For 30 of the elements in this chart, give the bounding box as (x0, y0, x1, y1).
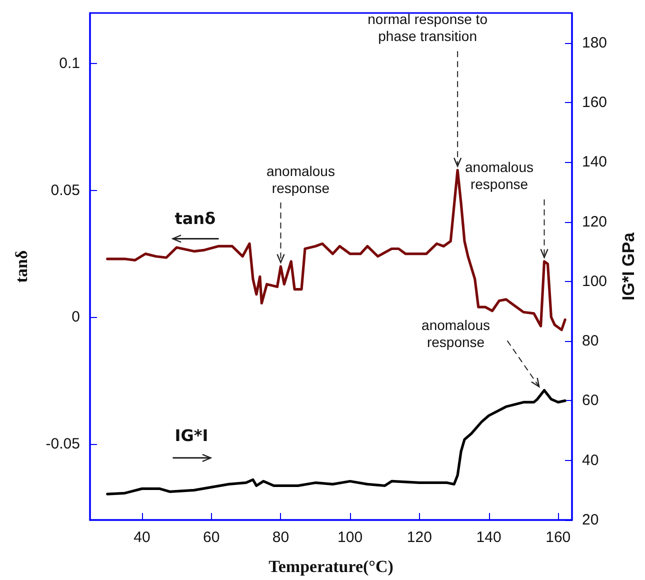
line-series (106, 388, 566, 496)
y-tick-label: 0.05 (50, 182, 80, 199)
y2-tick-label: 140 (582, 154, 608, 171)
y-axis-title: tanδ (12, 250, 31, 283)
annotation: anomalous response (420, 316, 492, 351)
y2-tick-label: 40 (582, 452, 599, 469)
y-tick-label: -0.05 (46, 435, 80, 452)
y-tick-label: 0.1 (59, 55, 80, 72)
y2-tick-label: 20 (582, 512, 599, 528)
x-tick-label: 100 (338, 529, 363, 546)
x-tick-label: 60 (203, 529, 220, 546)
y-tick-label: 0 (72, 308, 80, 326)
annotation: normal response to phase transition (366, 11, 488, 46)
series-label: tanδ (174, 208, 216, 228)
x-tick-label: 120 (406, 529, 432, 546)
annotation: anomalous response (265, 162, 336, 196)
annotation: anomalous response (464, 159, 534, 194)
x-tick-label: 140 (476, 529, 502, 546)
text: IG*I (174, 426, 208, 445)
y2-axis-title: IG*I GPa (619, 232, 638, 301)
y2-tick-label: 160 (582, 94, 608, 111)
x-axis-title: Temperature(°C) (268, 557, 394, 576)
y2-tick-label: 180 (582, 34, 608, 52)
y2-tick-label: 120 (582, 213, 608, 230)
x-tick-label: 40 (134, 529, 150, 546)
y2-tick-label: 80 (582, 332, 599, 350)
x-tick-label: 160 (546, 529, 571, 546)
y2-tick-label: 100 (582, 272, 608, 290)
x-tick-label: 80 (272, 529, 290, 546)
y2-tick-label: 60 (582, 392, 599, 410)
